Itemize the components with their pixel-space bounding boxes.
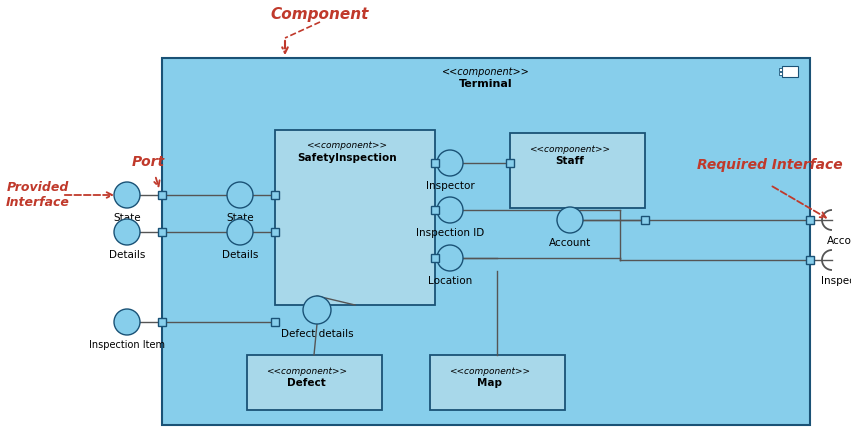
Bar: [431, 159, 439, 167]
Circle shape: [114, 219, 140, 245]
Bar: [806, 216, 814, 224]
Bar: [431, 254, 439, 262]
Bar: [536, 365, 539, 367]
Bar: [158, 318, 166, 326]
Text: Port: Port: [131, 155, 164, 169]
Text: Provided
Interface: Provided Interface: [6, 181, 70, 209]
Circle shape: [227, 182, 253, 208]
Text: <<component>>: <<component>>: [449, 366, 530, 376]
Bar: [431, 206, 439, 214]
Text: <<component>>: <<component>>: [529, 145, 610, 153]
Bar: [409, 138, 424, 148]
Bar: [510, 133, 645, 208]
Text: Details: Details: [222, 250, 258, 260]
Bar: [782, 66, 798, 77]
Bar: [806, 256, 814, 264]
Text: Component: Component: [271, 7, 369, 22]
Text: Inspector: Inspector: [426, 181, 474, 191]
Circle shape: [114, 182, 140, 208]
Text: Location: Location: [428, 276, 472, 286]
Bar: [406, 144, 409, 146]
Text: Defect details: Defect details: [281, 329, 353, 339]
Bar: [271, 191, 279, 199]
Text: Account: Account: [549, 238, 591, 248]
Bar: [356, 363, 371, 373]
Bar: [619, 141, 634, 151]
Text: <<component>>: <<component>>: [443, 67, 530, 77]
Bar: [430, 355, 565, 410]
Text: Inspection ID: Inspection ID: [821, 276, 851, 286]
Bar: [506, 159, 514, 167]
Circle shape: [437, 245, 463, 271]
Circle shape: [303, 296, 331, 324]
Circle shape: [437, 150, 463, 176]
Bar: [353, 365, 356, 367]
Bar: [275, 130, 435, 305]
Bar: [406, 140, 409, 142]
Text: Required Interface: Required Interface: [697, 158, 842, 172]
Text: <<component>>: <<component>>: [266, 366, 347, 376]
Bar: [271, 318, 279, 326]
Text: Terminal: Terminal: [460, 79, 513, 89]
Text: Inspection ID: Inspection ID: [416, 228, 484, 238]
Bar: [353, 369, 356, 371]
Text: State: State: [226, 213, 254, 223]
Bar: [616, 143, 619, 145]
Text: State: State: [113, 213, 140, 223]
Bar: [616, 147, 619, 149]
Bar: [539, 363, 554, 373]
Circle shape: [557, 207, 583, 233]
Text: Inspection Item: Inspection Item: [89, 340, 165, 350]
Circle shape: [114, 309, 140, 335]
Circle shape: [437, 197, 463, 223]
Bar: [536, 369, 539, 371]
Text: SafetyInspection: SafetyInspection: [297, 153, 397, 163]
Text: Defect: Defect: [287, 378, 326, 388]
Text: Details: Details: [109, 250, 146, 260]
Text: Map: Map: [477, 378, 502, 388]
Bar: [271, 228, 279, 236]
Bar: [641, 216, 649, 224]
Bar: [779, 68, 782, 71]
Circle shape: [227, 219, 253, 245]
Text: <<component>>: <<component>>: [306, 141, 387, 150]
Text: Staff: Staff: [555, 156, 584, 166]
Bar: [158, 228, 166, 236]
Bar: [779, 72, 782, 75]
Bar: [162, 58, 810, 425]
Bar: [247, 355, 382, 410]
Bar: [158, 191, 166, 199]
Text: Account: Account: [827, 236, 851, 246]
